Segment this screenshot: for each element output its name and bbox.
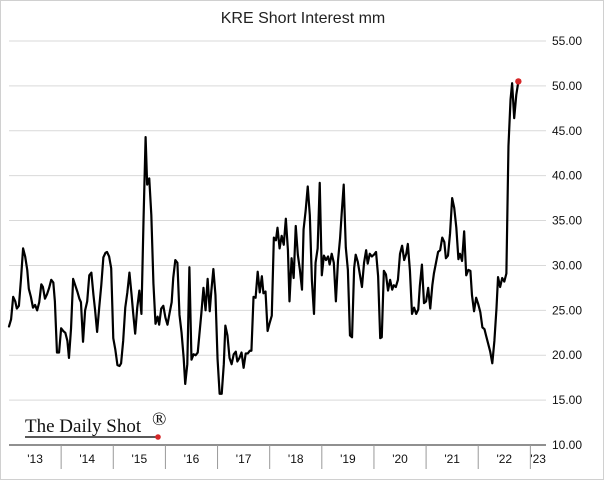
y-tick-label: 50.00	[552, 79, 582, 93]
x-tick-label: '18	[288, 452, 304, 466]
y-axis: 10.00 15.00 20.00 25.00 30.00 35.00 40.00 45.00…	[552, 34, 582, 452]
y-tick-label: 30.00	[552, 258, 582, 272]
last-value-marker	[515, 78, 522, 85]
y-tick-label: 25.00	[552, 303, 582, 317]
x-tick-label: '16	[184, 452, 200, 466]
logo-dot	[155, 434, 161, 440]
x-tick-label: '13	[27, 452, 43, 466]
x-tick-label: '19	[340, 452, 356, 466]
series-line	[7, 80, 520, 395]
logo-text: The Daily Shot	[25, 416, 142, 437]
y-tick-label: 55.00	[552, 34, 582, 48]
y-tick-label: 35.00	[552, 214, 582, 228]
x-tick-label: '21	[444, 452, 460, 466]
gridlines	[9, 40, 546, 401]
the-daily-shot-logo: The Daily Shot ®	[25, 409, 166, 440]
y-tick-label: 10.00	[552, 438, 582, 452]
x-tick-label: '20	[392, 452, 408, 466]
y-tick-label: 45.00	[552, 124, 582, 138]
x-tick-label: '15	[132, 452, 148, 466]
x-tick-label: '14	[79, 452, 95, 466]
logo-registered-mark: ®	[152, 409, 166, 430]
y-tick-label: 15.00	[552, 393, 582, 407]
chart-title: KRE Short Interest mm	[221, 10, 386, 27]
y-tick-label: 20.00	[552, 348, 582, 362]
x-tick-label: '17	[236, 452, 252, 466]
x-axis: '13 '14 '15 '16 '17 '18 '19 '20 '21 '22 '23	[9, 444, 546, 469]
y-tick-label: 40.00	[552, 169, 582, 183]
series-layer	[7, 78, 522, 395]
x-tick-label: '23	[530, 452, 546, 466]
x-tick-label: '22	[496, 452, 512, 466]
